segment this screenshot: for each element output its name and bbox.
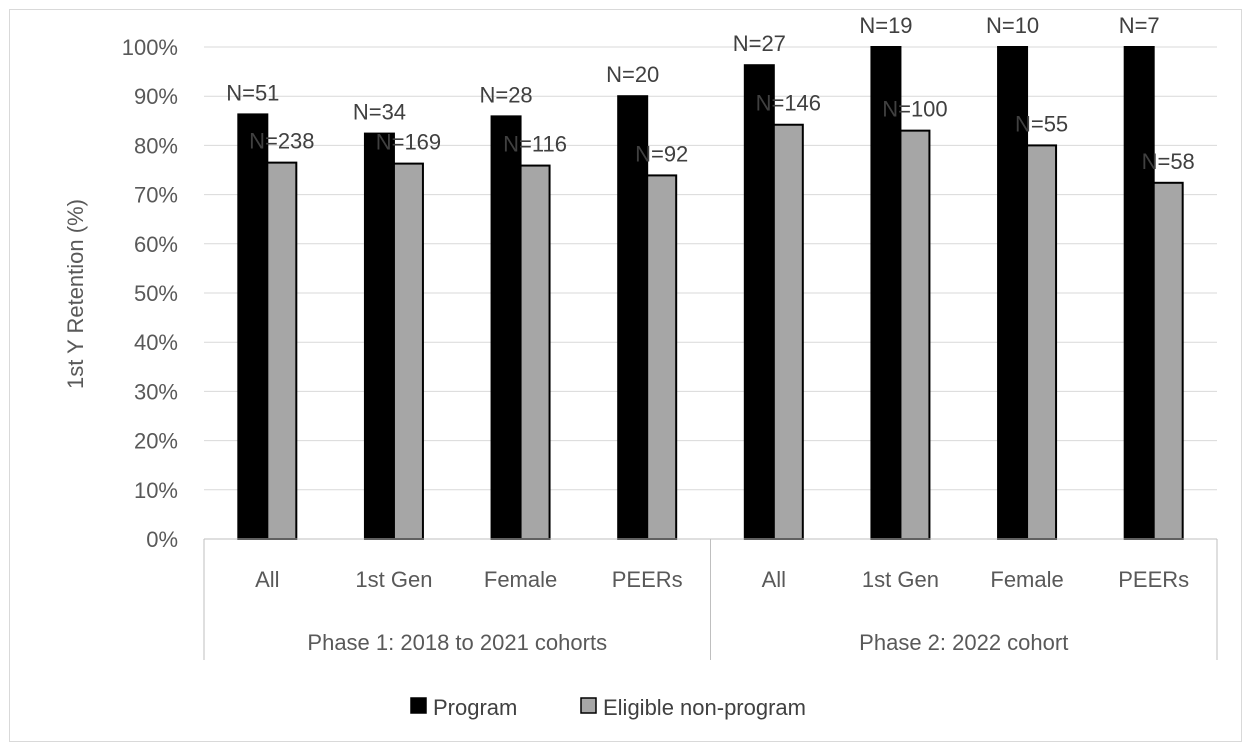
group-label: Phase 1: 2018 to 2021 cohorts: [307, 630, 607, 655]
data-label: N=19: [859, 13, 912, 38]
x-tick-label: 1st Gen: [355, 567, 432, 592]
data-label: N=7: [1119, 13, 1160, 38]
data-label: N=92: [635, 141, 688, 166]
x-tick-label: Female: [990, 567, 1063, 592]
y-tick-label: 20%: [134, 429, 178, 454]
legend-swatch: [410, 697, 427, 714]
x-tick-label: PEERs: [1118, 567, 1189, 592]
data-label: N=27: [733, 31, 786, 56]
data-label: N=100: [882, 97, 947, 122]
bar-eligible-non-program: [1152, 181, 1184, 541]
y-axis-label: 1st Y Retention (%): [63, 199, 88, 389]
group-label: Phase 2: 2022 cohort: [859, 630, 1068, 655]
x-tick-label: PEERs: [612, 567, 683, 592]
y-tick-label: 10%: [134, 478, 178, 503]
legend: Program Eligible non-program: [410, 695, 806, 720]
bar-eligible-non-program: [899, 129, 931, 540]
legend-swatch: [580, 697, 597, 714]
data-label: N=20: [606, 62, 659, 87]
bar-program: [363, 132, 395, 540]
data-labels: N=51 N=238 N=34 N=169 N=28 N=116 N=20 N=92 N=27 N…: [226, 13, 1195, 174]
bar-eligible-non-program: [646, 174, 678, 541]
data-label: N=116: [503, 132, 567, 157]
y-tick-label: 50%: [134, 281, 178, 306]
y-axis-ticks: 0% 10% 20% 30% 40% 50% 60% 70% 80% 90% 100%: [122, 35, 178, 552]
y-tick-label: 90%: [134, 84, 178, 109]
y-tick-label: 40%: [134, 330, 178, 355]
y-tick-label: 30%: [134, 379, 178, 404]
category-axis: All 1st Gen Female PEERs All 1st Gen Female PEE…: [203, 538, 1218, 660]
legend-label: Eligible non-program: [603, 695, 806, 720]
x-tick-label: All: [255, 567, 279, 592]
data-label: N=238: [249, 129, 314, 154]
bar-eligible-non-program: [772, 123, 804, 541]
bar-program: [1123, 46, 1155, 540]
data-label: N=51: [226, 80, 279, 105]
bar-program: [237, 113, 269, 541]
bar-eligible-non-program: [392, 162, 424, 540]
bar-program: [490, 115, 522, 540]
data-label: N=169: [376, 130, 441, 155]
bar-program: [997, 46, 1029, 540]
bars: [237, 46, 1184, 541]
chart-border: [9, 9, 1242, 742]
legend-label: Program: [433, 695, 517, 720]
data-label: N=10: [986, 13, 1039, 38]
data-label: N=146: [756, 91, 821, 116]
x-tick-label: All: [762, 567, 786, 592]
y-tick-label: 80%: [134, 133, 178, 158]
bar-program: [743, 64, 775, 540]
bar-eligible-non-program: [266, 161, 298, 540]
bar-eligible-non-program: [519, 164, 551, 541]
x-tick-label: 1st Gen: [862, 567, 939, 592]
data-label: N=58: [1142, 149, 1195, 174]
y-tick-label: 0%: [146, 527, 178, 552]
y-tick-label: 70%: [134, 183, 178, 208]
data-label: N=28: [479, 82, 532, 107]
y-tick-label: 60%: [134, 232, 178, 257]
data-label: N=34: [353, 100, 406, 125]
data-label: N=55: [1015, 111, 1068, 136]
x-tick-label: Female: [484, 567, 557, 592]
y-tick-label: 100%: [122, 35, 178, 60]
bar-eligible-non-program: [1026, 144, 1058, 540]
